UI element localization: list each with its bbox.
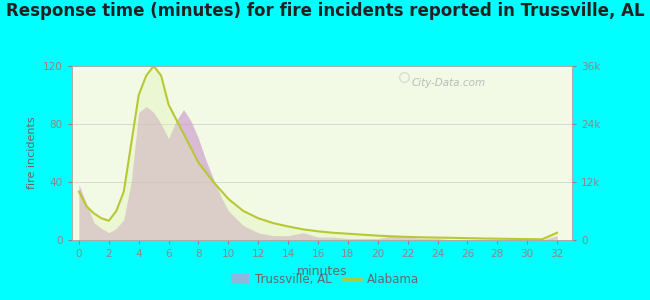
X-axis label: minutes: minutes (296, 265, 347, 278)
Y-axis label: fire incidents: fire incidents (27, 117, 37, 189)
Text: Response time (minutes) for fire incidents reported in Trussville, AL: Response time (minutes) for fire inciden… (6, 2, 644, 20)
Legend: Trussville, AL, Alabama: Trussville, AL, Alabama (226, 269, 424, 291)
Text: City-Data.com: City-Data.com (412, 78, 486, 88)
